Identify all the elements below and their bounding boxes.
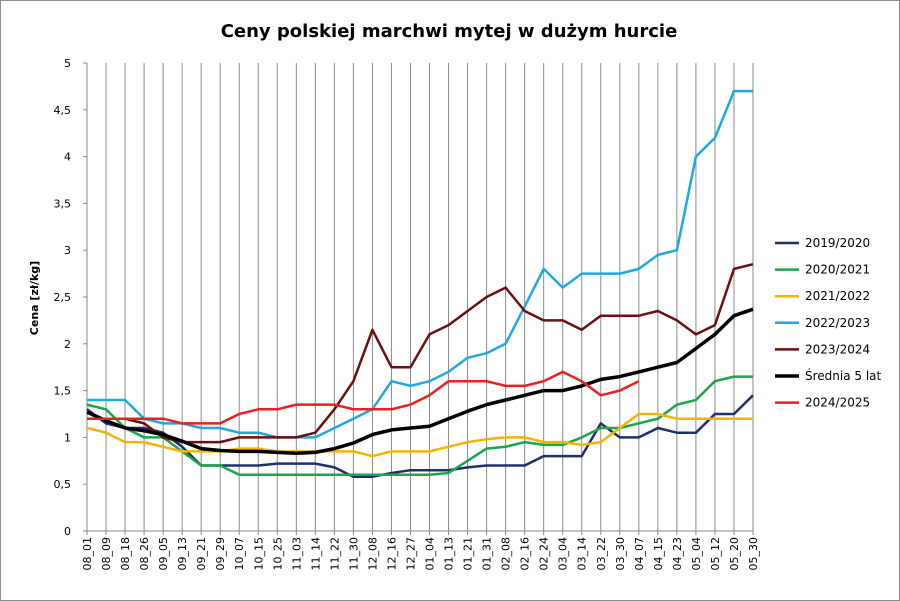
legend-label: 2021/2022 (805, 289, 870, 303)
x-tick-label: 01_04 (424, 537, 437, 571)
x-tick-label: 04_07 (633, 537, 646, 571)
x-tick-label: 11_14 (309, 537, 322, 571)
x-tick-label: 09_29 (214, 537, 227, 571)
y-axis-label: Cena [zł/kg] (28, 261, 41, 335)
y-tick-label: 0 (64, 525, 71, 538)
x-tick-label: 03_14 (576, 537, 589, 571)
x-tick-label: 04_15 (652, 537, 665, 571)
legend-label: 2024/2025 (805, 396, 870, 410)
legend-label: 2023/2024 (805, 342, 870, 356)
x-tick-label: 12_08 (366, 537, 379, 571)
x-tick-label: 02_08 (500, 537, 513, 571)
y-tick-label: 4 (64, 151, 71, 164)
series-line-2 (86, 375, 753, 477)
x-tick-label: 11_30 (347, 537, 360, 571)
x-tick-label: 02_16 (519, 537, 532, 571)
x-tick-label: 03_22 (595, 537, 608, 571)
x-tick-label: 11_03 (290, 537, 303, 571)
legend-label: Średnia 5 lat (805, 368, 882, 383)
x-tick-label: 08_09 (100, 537, 113, 571)
series-line-7 (87, 370, 640, 425)
legend-label: 2020/2021 (805, 263, 870, 277)
x-tick-label: 01_13 (443, 537, 456, 571)
legend: 2019/2020 2020/2021 2021/2022 2022/2023 2023… (775, 236, 882, 410)
plot-area: 0 0,5 1 1,5 2 2,5 3 3,5 4 4,5 5 08_01 08_09 08_18 08_2… (54, 57, 761, 571)
x-tick-label: 01_21 (462, 537, 475, 571)
x-tick-label: 03_04 (557, 537, 570, 571)
series-line-1 (86, 394, 754, 478)
x-tick-label: 01_31 (481, 537, 494, 571)
x-tick-label: 12_27 (404, 537, 417, 571)
y-tick-label: 4,5 (54, 104, 72, 117)
x-tick-label: 11_22 (328, 537, 341, 571)
chart-title: Ceny polskiej marchwi mytej w dużym hurc… (221, 21, 678, 42)
y-tick-label: 1,5 (54, 385, 72, 398)
series-line-6 (86, 307, 754, 456)
y-tick-label: 3,5 (54, 197, 72, 210)
series-line-3 (86, 412, 753, 458)
x-tick-label: 09_05 (157, 537, 170, 571)
y-tick-label: 2,5 (54, 291, 72, 304)
x-tick-label: 09_21 (195, 537, 208, 571)
x-tick-label: 10_15 (252, 537, 265, 571)
x-tick-label: 05_30 (747, 537, 760, 571)
x-tick-label: 05_04 (690, 537, 703, 571)
x-tick-label: 10_25 (271, 537, 284, 571)
series-line-4 (87, 89, 753, 439)
y-tick-label: 1 (64, 431, 71, 444)
x-tick-label: 08_18 (119, 537, 132, 571)
x-tick-label: 02_24 (538, 537, 551, 571)
legend-label: 2022/2023 (805, 316, 870, 330)
x-tick-label: 10_07 (233, 537, 246, 571)
x-tick-label: 08_26 (138, 537, 151, 571)
x-tick-label: 05_20 (728, 537, 741, 571)
y-tick-label: 0,5 (54, 478, 72, 491)
legend-label: 2019/2020 (805, 236, 870, 250)
x-tick-label: 09_13 (176, 537, 189, 571)
x-tick-label: 03_30 (614, 537, 627, 571)
y-tick-label: 2 (64, 338, 71, 351)
series-line-5 (87, 262, 754, 444)
x-tick-label: 04_23 (671, 537, 684, 571)
y-tick-label: 5 (64, 57, 71, 70)
x-tick-label: 08_01 (81, 537, 94, 571)
x-tick-label: 05_12 (709, 537, 722, 571)
x-tick-label: 12_16 (385, 537, 398, 571)
y-tick-label: 3 (64, 244, 71, 257)
